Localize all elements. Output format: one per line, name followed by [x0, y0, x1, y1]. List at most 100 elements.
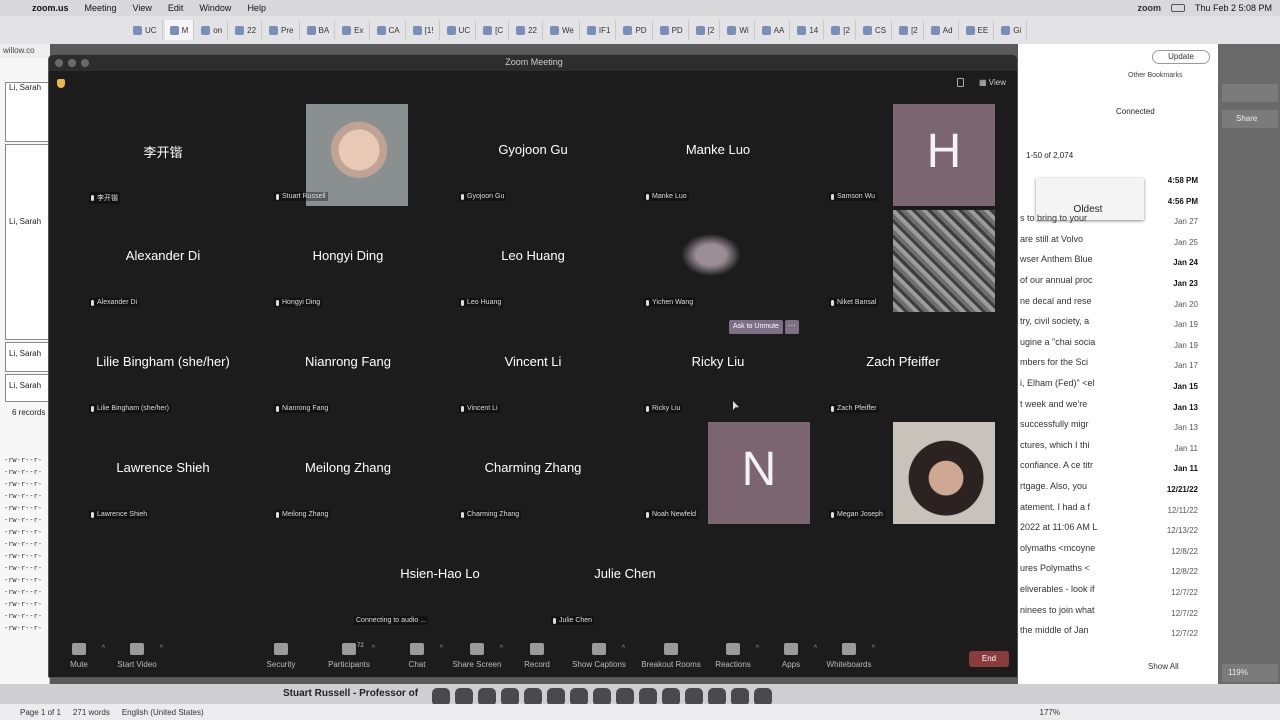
caret-up-icon[interactable]: ^	[160, 645, 163, 652]
browser-tab[interactable]: on	[196, 20, 228, 40]
breakout-rooms-button[interactable]: Breakout Rooms	[639, 643, 703, 669]
email-row[interactable]: successfully migr Jan 13	[1018, 419, 1198, 437]
participant-tile[interactable]: 李开锴 李开锴	[71, 104, 255, 210]
participant-tile[interactable]: N Noah Newfeld	[626, 422, 810, 528]
browser-tab[interactable]: PD	[618, 20, 652, 40]
browser-tab[interactable]: AA	[757, 20, 791, 40]
participant-tile[interactable]: Leo Huang Leo Huang	[441, 210, 625, 316]
start-video-button[interactable]: Start Video ^	[105, 643, 169, 669]
email-row[interactable]: olymaths <mcoyne 12/8/22	[1018, 543, 1198, 561]
browser-tab[interactable]: BA	[302, 20, 336, 40]
browser-tab[interactable]: [2	[826, 20, 856, 40]
menu-view[interactable]: View	[125, 3, 160, 13]
participant-tile[interactable]: Hsien-Hao Lo Connecting to audio ...	[348, 528, 532, 634]
participant-tile[interactable]: Vincent Li Vincent Li	[441, 316, 625, 422]
browser-tab[interactable]: CA	[372, 20, 406, 40]
email-row[interactable]: wser Anthem Blue Jan 24	[1018, 254, 1198, 272]
email-row[interactable]: 4:56 PM	[1018, 193, 1198, 211]
menu-edit[interactable]: Edit	[160, 3, 192, 13]
end-meeting-button[interactable]: End	[969, 651, 1009, 667]
chat-button[interactable]: Chat ^	[385, 643, 449, 669]
ask-to-unmute-button[interactable]: Ask to Unmute	[729, 320, 783, 334]
participant-tile[interactable]: Meilong Zhang Meilong Zhang	[256, 422, 440, 528]
browser-tab[interactable]: Ex	[337, 20, 369, 40]
share-label[interactable]: Share	[1222, 110, 1278, 128]
participant-tile[interactable]: Lilie Bingham (she/her) Lilie Bingham (sh…	[71, 316, 255, 422]
participant-tile[interactable]: Manke Luo Manke Luo	[626, 104, 810, 210]
participant-tile[interactable]: Stuart Russell	[256, 104, 440, 210]
browser-tab[interactable]: We	[545, 20, 580, 40]
participant-tile[interactable]: Lawrence Shieh Lawrence Shieh	[71, 422, 255, 528]
browser-tab[interactable]: UC	[442, 20, 477, 40]
show-all-link[interactable]: Show All	[1148, 662, 1179, 671]
browser-tab[interactable]: [2	[894, 20, 924, 40]
email-row[interactable]: ugine a "chai socia Jan 19	[1018, 337, 1198, 355]
security-button[interactable]: Security	[249, 643, 313, 669]
menu-meeting[interactable]: Meeting	[77, 3, 125, 13]
email-row[interactable]: eliverables - look if 12/7/22	[1018, 584, 1198, 602]
email-row[interactable]: s to bring to your Jan 27	[1018, 213, 1198, 231]
email-row[interactable]: ninees to join what 12/7/22	[1018, 605, 1198, 623]
browser-tab[interactable]: 22	[230, 20, 262, 40]
browser-tab[interactable]: [2	[691, 20, 721, 40]
lock-icon[interactable]	[957, 78, 964, 87]
participant-tile[interactable]: Julie Chen Julie Chen	[533, 528, 717, 634]
participant-tile[interactable]: Nianrong Fang Nianrong Fang	[256, 316, 440, 422]
participant-tile[interactable]: Charming Zhang Charming Zhang	[441, 422, 625, 528]
caret-up-icon[interactable]: ^	[872, 645, 875, 652]
caret-up-icon[interactable]: ^	[440, 645, 443, 652]
caret-up-icon[interactable]: ^	[372, 645, 375, 652]
participant-tile[interactable]: Niket Bansal	[811, 210, 995, 316]
email-row[interactable]: of our annual proc Jan 23	[1018, 275, 1198, 293]
update-button[interactable]: Update	[1152, 50, 1210, 64]
email-row[interactable]: ctures, which I thi Jan 11	[1018, 440, 1198, 458]
browser-tab[interactable]: Pre	[264, 20, 299, 40]
browser-tab[interactable]: IF1	[582, 20, 617, 40]
email-row[interactable]: mbers for the Sci Jan 17	[1018, 357, 1198, 375]
battery-icon[interactable]	[1171, 4, 1185, 12]
participant-tile[interactable]: Megan Joseph	[811, 422, 995, 528]
email-row[interactable]: i, Elham (Fed)" <el Jan 15	[1018, 378, 1198, 396]
zoom-status-item[interactable]: zoom	[1137, 3, 1161, 13]
menu-help[interactable]: Help	[239, 3, 274, 13]
caret-up-icon[interactable]: ^	[500, 645, 503, 652]
browser-tab[interactable]: PD	[655, 20, 689, 40]
participant-tile[interactable]: Zach Pfeiffer Zach Pfeiffer	[811, 316, 995, 422]
participant-tile[interactable]: Hongyi Ding Hongyi Ding	[256, 210, 440, 316]
email-row[interactable]: ne decal and rese Jan 20	[1018, 296, 1198, 314]
email-row[interactable]: try, civil society, a Jan 19	[1018, 316, 1198, 334]
browser-tab[interactable]: 22	[511, 20, 543, 40]
view-button[interactable]: ▦ View	[979, 78, 1006, 87]
apps-button[interactable]: Apps ^	[759, 643, 823, 669]
browser-tab[interactable]: CS	[858, 20, 892, 40]
menu-clock[interactable]: Thu Feb 2 5:08 PM	[1195, 3, 1272, 13]
browser-tab[interactable]: UC	[128, 20, 163, 40]
email-row[interactable]: the middle of Jan 12/7/22	[1018, 625, 1198, 643]
whiteboards-button[interactable]: Whiteboards ^	[817, 643, 881, 669]
participants-button[interactable]: Participants 72 ^	[317, 643, 381, 669]
participant-tile[interactable]: H Samson Wu	[811, 104, 995, 210]
email-row[interactable]: 4:58 PM	[1018, 172, 1198, 190]
participant-tile[interactable]: Alexander Di Alexander Di	[71, 210, 255, 316]
email-row[interactable]: rtgage. Also, you 12/21/22	[1018, 481, 1198, 499]
encryption-shield-icon[interactable]	[57, 79, 65, 88]
other-bookmarks[interactable]: Other Bookmarks	[1128, 72, 1182, 79]
browser-tab[interactable]: [1!	[408, 20, 440, 40]
email-row[interactable]: ures Polymaths < 12/8/22	[1018, 563, 1198, 581]
participant-tile[interactable]: Gyojoon Gu Gyojoon Gu	[441, 104, 625, 210]
browser-tab[interactable]: M	[165, 20, 195, 40]
participant-tile[interactable]: Yichen Wang	[626, 210, 810, 316]
email-row[interactable]: 2022 at 11:06 AM L 12/13/22	[1018, 522, 1198, 540]
record-button[interactable]: Record	[505, 643, 569, 669]
email-row[interactable]: confiance. A ce titr Jan 11	[1018, 460, 1198, 478]
browser-tab[interactable]: Gi	[996, 20, 1027, 40]
email-row[interactable]: t week and we're Jan 13	[1018, 399, 1198, 417]
browser-tab[interactable]: Wi	[722, 20, 754, 40]
email-row[interactable]: are still at Volvo Jan 25	[1018, 234, 1198, 252]
caret-up-icon[interactable]: ^	[622, 645, 625, 652]
browser-tab[interactable]: EE	[961, 20, 995, 40]
reactions-button[interactable]: Reactions ^	[701, 643, 765, 669]
share-screen-button[interactable]: Share Screen ^	[445, 643, 509, 669]
email-row[interactable]: atement. I had a f 12/11/22	[1018, 502, 1198, 520]
more-options-button[interactable]: ···	[785, 320, 799, 334]
